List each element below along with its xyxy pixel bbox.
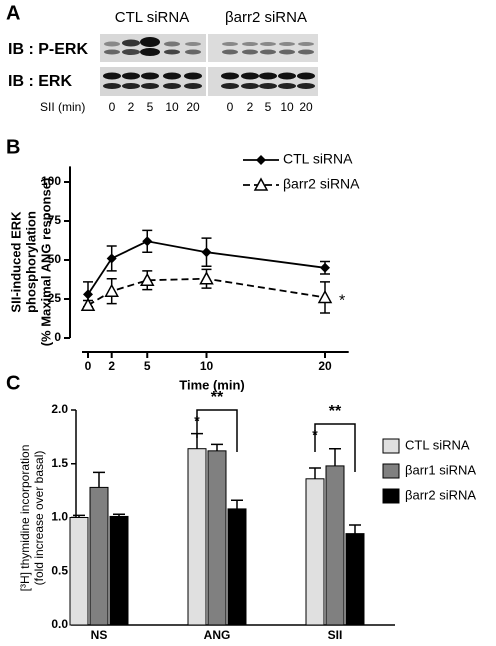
y-tick-label: 25: [48, 291, 62, 305]
marker: [80, 297, 96, 311]
significance-bracket: [196, 409, 356, 472]
error-bar: [191, 432, 203, 449]
bar: [109, 515, 129, 626]
bar: [89, 486, 109, 626]
panel-label: A: [6, 2, 20, 24]
time-label: 20: [186, 100, 200, 114]
y-tick-label: 75: [48, 213, 62, 227]
time-label: 2: [247, 100, 254, 114]
time-label: 20: [299, 100, 313, 114]
y-tick-label: 50: [48, 252, 62, 266]
y-axis-label: [³H] thymidine incorporation: [18, 445, 32, 592]
legend-swatch: [382, 488, 400, 504]
annotation: *: [194, 413, 200, 429]
marker: [142, 236, 153, 247]
time-label: 0: [227, 100, 234, 114]
error-bar: [211, 443, 223, 451]
marker: [317, 289, 333, 304]
marker: [104, 283, 119, 297]
time-label: 5: [147, 100, 154, 114]
panel-label: B: [6, 136, 20, 158]
y-axis-label: phosphorylation: [23, 211, 38, 313]
legend-label: βarr2 siRNA: [283, 176, 360, 192]
annotation: **: [211, 389, 224, 406]
x-axis-label: Time (min): [179, 377, 245, 392]
x-tick-label: 10: [200, 359, 214, 373]
annotation: **: [329, 403, 342, 420]
y-tick-label: 1.5: [51, 456, 68, 470]
error-bar: [231, 499, 243, 509]
annotation: *: [312, 427, 318, 443]
legend-marker: [253, 177, 269, 191]
legend-label: CTL siRNA: [405, 437, 470, 452]
y-tick-label: 0.0: [51, 617, 68, 631]
row-label: IB : P-ERK: [8, 41, 88, 58]
legend-marker: [256, 155, 266, 165]
marker: [199, 271, 214, 285]
marker: [139, 272, 155, 287]
bar: [187, 448, 207, 626]
y-axis-label: SII-induced ERK: [8, 211, 23, 313]
legend-label: βarr1 siRNA: [405, 462, 476, 477]
legend-label: CTL siRNA: [283, 151, 353, 167]
error-bar: [329, 447, 341, 466]
legend-label: βarr2 siRNA: [405, 487, 476, 502]
row-label: IB : ERK: [8, 73, 72, 90]
error-bar: [93, 471, 105, 488]
bar: [227, 508, 247, 626]
time-label: 10: [165, 100, 179, 114]
group-label: CTL siRNA: [115, 9, 189, 26]
time-label: 0: [109, 100, 116, 114]
y-axis-label: (fold increase over basal): [32, 451, 46, 586]
bar: [69, 517, 89, 626]
time-label: 2: [128, 100, 135, 114]
legend-swatch: [382, 463, 400, 479]
legend-swatch: [382, 438, 400, 454]
time-label: 5: [265, 100, 272, 114]
x-tick-label: 5: [144, 359, 151, 373]
marker: [201, 247, 212, 258]
y-axis-label: (% Maximal ANG response): [38, 178, 53, 347]
time-label: SII (min): [40, 100, 85, 114]
x-tick-label: ANG: [204, 628, 231, 642]
bar: [305, 478, 325, 626]
y-tick-label: 0.5: [51, 563, 68, 577]
error-bar: [309, 467, 321, 479]
bar: [325, 465, 345, 626]
panel-label: C: [6, 372, 20, 394]
x-tick-label: 0: [85, 359, 92, 373]
time-label: 10: [280, 100, 294, 114]
y-tick-label: 2.0: [51, 402, 68, 416]
y-tick-label: 0: [54, 330, 61, 344]
marker: [106, 253, 117, 264]
annotation: *: [339, 293, 345, 310]
marker: [320, 262, 330, 273]
bar: [207, 450, 227, 626]
bar: [345, 533, 365, 626]
y-tick-label: 100: [41, 174, 61, 188]
error-bar: [349, 524, 361, 534]
marker: [83, 289, 93, 300]
y-tick-label: 1.0: [51, 510, 68, 524]
group-label: βarr2 siRNA: [225, 9, 307, 26]
x-tick-label: NS: [91, 628, 108, 642]
x-tick-label: 2: [108, 359, 115, 373]
x-tick-label: 20: [318, 359, 332, 373]
blot-image: [100, 34, 318, 96]
x-tick-label: SII: [328, 628, 343, 642]
